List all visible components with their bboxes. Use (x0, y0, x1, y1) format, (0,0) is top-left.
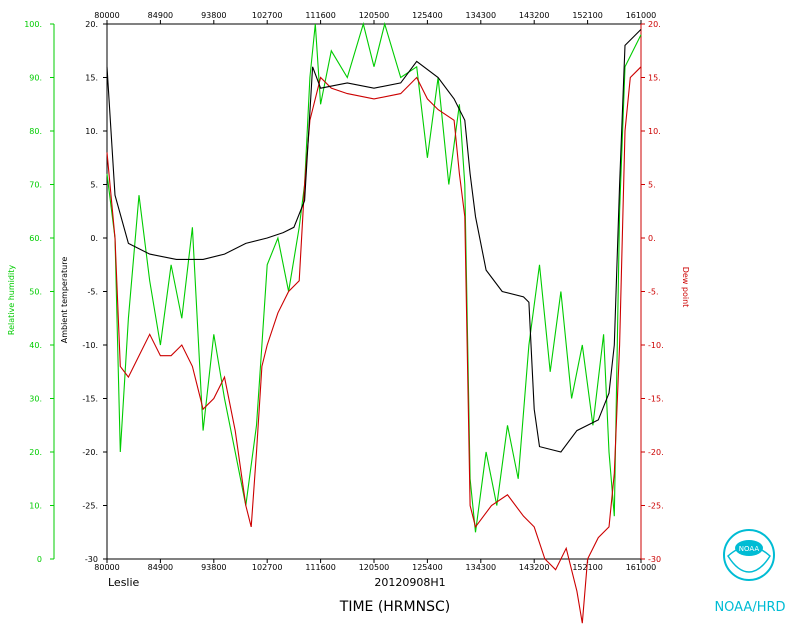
y-tick-label: 10. (85, 127, 98, 136)
x-tick-label-top: 143200 (519, 11, 550, 20)
y-tick-label: -25. (648, 502, 664, 511)
y-tick-label: -15. (82, 395, 98, 404)
y-tick-label: 0. (90, 234, 98, 243)
y-tick-label: -20. (82, 448, 98, 457)
y-tick-label: -5. (648, 288, 659, 297)
y-tick-label: 5. (648, 181, 656, 190)
y-tick-label: 0 (37, 555, 42, 564)
y-tick-label: -5. (87, 288, 98, 297)
x-tick-labels-bottom: 80000 84900 93800 102700 111600 120500 125400 1… (94, 559, 656, 572)
x-axis-label: TIME (HRMNSC) (339, 599, 450, 615)
x-tick-labels-top: 80000 84900 93800 102700 111600 120500 125400 1… (94, 11, 656, 24)
x-tick-label-top: 102700 (252, 11, 283, 20)
y-tick-label: -10. (648, 341, 664, 350)
org-label: NOAA/HRD (714, 600, 785, 615)
x-tick-label-top: 84900 (148, 11, 173, 20)
series-line-temp (106, 29, 642, 453)
y-tick-label: -30 (648, 555, 661, 564)
x-tick-label-top: 80000 (94, 11, 119, 20)
y-tick-label: -30 (85, 555, 98, 564)
dew-point-axis: -30 -25. -20. -15. -10. -5. 0. 5. 10. 15. 20. (640, 20, 664, 564)
y-tick-label: 20. (85, 20, 98, 29)
y-tick-label: 15. (85, 74, 98, 83)
x-tick-label: 84900 (148, 563, 173, 572)
y-tick-label: -15. (648, 395, 664, 404)
x-tick-label: 125400 (412, 563, 443, 572)
x-tick-label: 102700 (252, 563, 283, 572)
y-tick-label: 10. (29, 502, 42, 511)
x-tick-label: 152100 (572, 563, 603, 572)
x-tick-label-top: 161000 (626, 11, 657, 20)
temp-axis-label: Ambient temperature (60, 257, 69, 344)
x-tick-label-top: 120500 (359, 11, 390, 20)
storm-name: Leslie (108, 576, 140, 589)
rh-axis: 0 10. 20. 30. 40. 50. 60. 70. 80. 90. 100. (24, 20, 55, 564)
x-tick-label-top: 125400 (412, 11, 443, 20)
y-tick-label: 80. (29, 127, 42, 136)
series-layer (106, 21, 642, 624)
y-tick-label: -25. (82, 502, 98, 511)
x-tick-label-top: 134300 (466, 11, 497, 20)
y-tick-label: -20. (648, 448, 664, 457)
y-tick-label: 90. (29, 74, 42, 83)
x-tick-label: 161000 (626, 563, 657, 572)
x-tick-label: 93800 (201, 563, 226, 572)
x-tick-label: 111600 (305, 563, 336, 572)
y-tick-label: 20. (648, 20, 661, 29)
y-tick-label: 0. (648, 234, 656, 243)
y-tick-label: 100. (24, 20, 42, 29)
temperature-axis: -30 -25. -20. -15. -10. -5. 0. 5. 10. 15. 20. (82, 20, 108, 564)
y-tick-label: 20. (29, 448, 42, 457)
series-line-dew (106, 66, 642, 624)
x-tick-label-top: 93800 (201, 11, 226, 20)
dew-axis-label: Dew point (681, 267, 690, 308)
y-tick-label: 40. (29, 341, 42, 350)
y-tick-label: 5. (90, 181, 98, 190)
svg-text:NOAA: NOAA (739, 545, 760, 553)
x-tick-label: 143200 (519, 563, 550, 572)
y-tick-label: 15. (648, 74, 661, 83)
x-tick-label: 120500 (359, 563, 390, 572)
y-tick-label: 50. (29, 288, 42, 297)
y-tick-label: 30. (29, 395, 42, 404)
noaa-logo-icon: NOAA (723, 529, 775, 581)
series-line-rh (106, 21, 642, 533)
y-tick-label: 10. (648, 127, 661, 136)
y-tick-label: -10. (82, 341, 98, 350)
x-tick-label-top: 152100 (572, 11, 603, 20)
x-tick-label: 134300 (466, 563, 497, 572)
flight-id: 20120908H1 (374, 576, 445, 589)
x-tick-label: 80000 (94, 563, 119, 572)
x-tick-label-top: 111600 (305, 11, 336, 20)
y-tick-label: 60. (29, 234, 42, 243)
rh-axis-label: Relative humidity (7, 265, 16, 335)
y-tick-label: 70. (29, 181, 42, 190)
